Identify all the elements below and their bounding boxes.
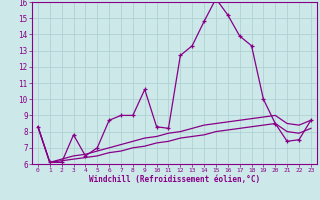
X-axis label: Windchill (Refroidissement éolien,°C): Windchill (Refroidissement éolien,°C) [89,175,260,184]
